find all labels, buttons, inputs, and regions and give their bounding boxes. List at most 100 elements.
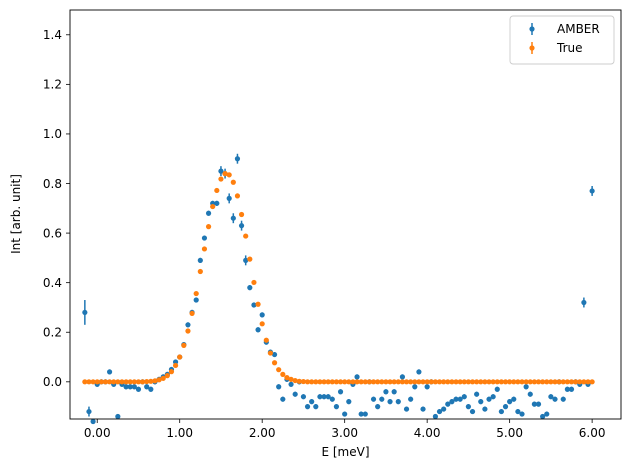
true-point <box>478 379 484 385</box>
true-point <box>123 379 129 385</box>
amber-marker <box>548 394 554 400</box>
amber-point <box>490 394 496 400</box>
true-point <box>177 354 183 360</box>
y-tick-label: 1.4 <box>43 28 62 42</box>
amber-marker <box>337 389 344 395</box>
amber-marker <box>135 386 142 392</box>
true-point <box>589 379 595 385</box>
true-point <box>168 369 175 375</box>
amber-point <box>494 386 500 392</box>
amber-marker <box>469 408 476 415</box>
amber-marker <box>416 369 422 375</box>
series-true <box>82 171 595 385</box>
true-point <box>144 378 150 385</box>
amber-marker <box>540 413 546 420</box>
true-point <box>432 379 439 385</box>
true-point <box>342 379 348 385</box>
true-point <box>210 203 216 210</box>
true-point <box>267 350 274 356</box>
amber-point <box>218 166 224 177</box>
y-axis: 0.0 0.2 0.4 0.6 0.8 1.0 1.2 1.4 <box>43 28 70 389</box>
legend: AMBER True <box>509 15 615 65</box>
amber-marker <box>329 396 335 402</box>
true-point <box>86 379 92 385</box>
true-point <box>127 379 133 385</box>
true-point <box>271 360 278 366</box>
amber-point <box>375 404 381 410</box>
true-point <box>90 379 96 385</box>
amber-point <box>383 389 389 395</box>
amber-marker <box>197 257 203 263</box>
true-point <box>313 379 319 385</box>
amber-marker <box>205 210 212 216</box>
true-point <box>502 379 509 385</box>
amber-marker <box>127 384 133 390</box>
amber-point <box>379 396 385 402</box>
amber-point <box>457 396 463 402</box>
amber-point <box>474 391 480 397</box>
amber-marker <box>218 168 224 174</box>
amber-point <box>135 386 142 392</box>
amber-marker <box>255 327 261 333</box>
true-point <box>469 379 476 385</box>
amber-point <box>531 401 537 407</box>
amber-marker <box>358 411 364 417</box>
true-point <box>387 379 393 385</box>
amber-point <box>354 374 360 380</box>
amber-marker <box>412 384 418 390</box>
true-point <box>436 379 443 385</box>
true-point <box>139 379 146 385</box>
true-point <box>111 379 117 385</box>
amber-point <box>317 394 323 400</box>
amber-marker <box>317 394 323 400</box>
amber-marker <box>226 195 232 201</box>
amber-point <box>238 220 245 231</box>
true-point <box>280 371 286 377</box>
y-tick-label: 0.4 <box>43 276 62 290</box>
true-point <box>259 321 265 327</box>
true-point <box>321 379 327 385</box>
amber-marker <box>432 413 439 420</box>
amber-marker <box>449 399 455 405</box>
true-point <box>548 379 554 385</box>
amber-point <box>552 396 558 402</box>
true-point <box>300 378 307 385</box>
amber-marker <box>185 322 191 328</box>
amber-point <box>424 384 430 390</box>
amber-point <box>511 396 517 402</box>
legend-marker-amber <box>529 23 535 35</box>
x-axis: 0.00 1.00 2.00 3.00 4.00 5.00 6.00 <box>84 419 605 440</box>
true-point <box>222 171 228 177</box>
true-point <box>424 379 430 385</box>
amber-marker <box>478 399 484 405</box>
true-point <box>201 246 208 252</box>
amber-point <box>395 399 401 405</box>
amber-point <box>560 396 566 402</box>
amber-point <box>498 408 504 415</box>
amber-marker <box>342 411 348 417</box>
true-point <box>416 379 422 385</box>
true-point <box>172 362 179 369</box>
true-point <box>552 379 558 385</box>
amber-marker <box>581 299 587 306</box>
amber-marker <box>511 396 517 402</box>
amber-marker <box>474 391 480 397</box>
amber-marker <box>589 188 595 194</box>
amber-point <box>247 285 253 291</box>
amber-point <box>370 396 377 402</box>
amber-point <box>387 399 393 405</box>
amber-point <box>408 396 414 402</box>
amber-point <box>548 394 554 400</box>
amber-marker <box>243 257 249 263</box>
true-point <box>540 379 546 385</box>
amber-marker <box>362 411 368 417</box>
amber-point <box>197 257 203 263</box>
amber-marker <box>424 384 430 390</box>
true-point <box>238 211 245 218</box>
true-point <box>412 379 418 385</box>
true-point <box>511 379 517 385</box>
amber-point <box>535 401 542 407</box>
amber-marker <box>106 369 113 375</box>
amber-marker <box>403 406 410 412</box>
amber-point <box>82 300 88 325</box>
